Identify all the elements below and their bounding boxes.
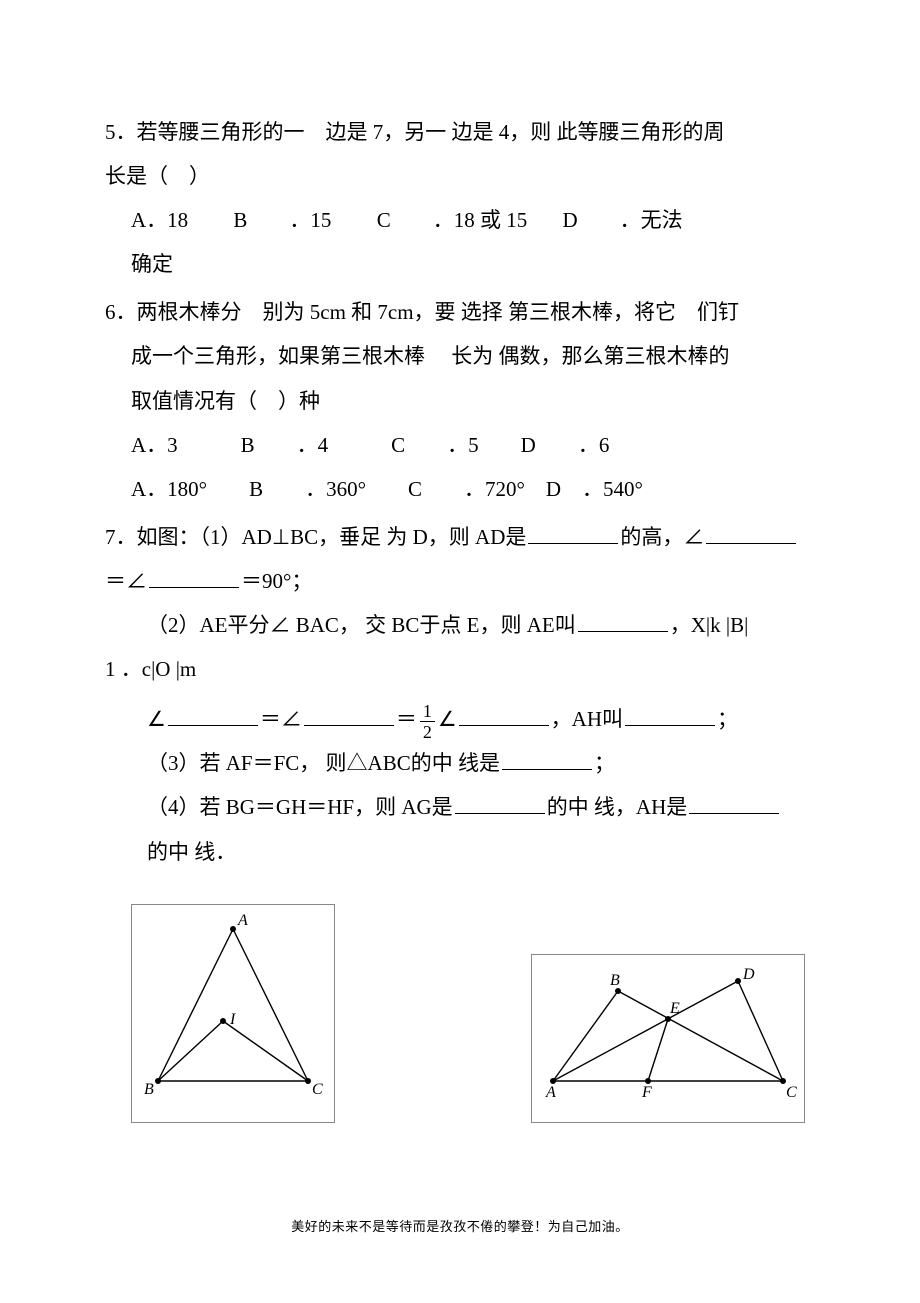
q7-line5: ∠＝∠＝12∠，AH叫； [105, 697, 815, 741]
q5-options: A．18 B ．15 C ．18 或 15 D ．无法 [105, 198, 815, 242]
fig1-label-b: B [144, 1081, 154, 1098]
fraction-half: 12 [420, 702, 435, 741]
figure-2: A B C D E F [531, 954, 805, 1123]
blank [706, 524, 796, 544]
q6-line2: 成一个三角形，如果第三根木棒 长为 偶数，那么第三根木棒的 [105, 334, 815, 378]
q7-line3: （2）AE平分∠ BAC， 交 BC于点 E，则 AE叫 ，X|k |B| [105, 603, 815, 647]
figures-row: A B C I [105, 904, 815, 1123]
q7-l5a: ∠ [147, 707, 166, 731]
frac-num: 1 [420, 702, 435, 722]
triangles-abcd: A B C D E F [538, 961, 798, 1101]
fig2-label-a: A [545, 1084, 556, 1101]
q7-line8: 的中 线． [105, 830, 815, 874]
q7-line7: （4）若 BG＝GH＝HF，则 AG是 的中 线，AH是 [105, 785, 815, 829]
q7-l7b: 的中 线，AH是 [547, 795, 688, 819]
q7-l6b: ； [594, 751, 615, 775]
q6-options-1: A．3 B ．4 C ．5 D ．6 [105, 423, 815, 467]
q5-stem-line1: 5．若等腰三角形的一 边是 7，另一 边是 4，则 此等腰三角形的周 [105, 110, 815, 154]
blank [578, 612, 668, 632]
fig1-label-c: C [312, 1081, 323, 1098]
blank [502, 750, 592, 770]
q7-l5c: ＝ [396, 707, 417, 731]
frac-den: 2 [420, 722, 435, 741]
q7-l1b: 的高，∠ [620, 525, 704, 549]
q5-opt-b: B ．15 [233, 208, 331, 232]
q5-opt-c: C ．18 或 15 [377, 208, 528, 232]
q7-l5f: ； [717, 707, 738, 731]
q7-l2a: ＝∠ [105, 569, 147, 593]
q5-opt-d-cont: 确定 [105, 242, 815, 286]
fig2-label-e: E [669, 1000, 680, 1017]
q7-l2b: ＝90°； [241, 569, 312, 593]
q7-l6a: （3）若 AF＝FC， 则△ABC的中 线是 [147, 751, 500, 775]
blank [625, 706, 715, 726]
q5-opt-d: D ．无法 [562, 208, 682, 232]
question-5: 5．若等腰三角形的一 边是 7，另一 边是 4，则 此等腰三角形的周 长是（ ）… [105, 110, 815, 286]
q7-line6: （3）若 AF＝FC， 则△ABC的中 线是 ； [105, 741, 815, 785]
q7-l5d: ∠ [438, 707, 457, 731]
blank [455, 795, 545, 815]
blank [689, 795, 779, 815]
fig2-label-c: C [786, 1084, 797, 1101]
q5-opt-a: A．18 [131, 208, 188, 232]
q7-line1: 7．如图：（1）AD⊥BC，垂足 为 D，则 AD是 的高，∠ [105, 515, 815, 559]
blank [528, 524, 618, 544]
q6-options-2: A．180° B ．360° C ．720° D ．540° [105, 467, 815, 511]
question-6: 6．两根木棒分 别为 5cm 和 7cm，要 选择 第三根木棒，将它 们钉 成一… [105, 290, 815, 510]
q7-l5e: ，AH叫 [551, 707, 623, 731]
fig2-label-b: B [610, 972, 620, 989]
q6-line3: 取值情况有（ ）种 [105, 379, 815, 423]
q7-l3a: （2）AE平分∠ BAC， 交 BC于点 E，则 AE叫 [147, 613, 576, 637]
question-7: 7．如图：（1）AD⊥BC，垂足 为 D，则 AD是的高，∠ ＝∠＝90°； （… [105, 515, 815, 874]
blank [168, 706, 258, 726]
q7-l7a: （4）若 BG＝GH＝HF，则 AG是 [147, 795, 453, 819]
q5-stem-line2: 长是（ ） [105, 154, 815, 198]
q7-line4: 1 ．c|O |m [105, 647, 815, 691]
fig2-label-f: F [641, 1084, 652, 1101]
fig1-label-a: A [237, 912, 248, 929]
blank [149, 568, 239, 588]
page-footer: 美好的未来不是等待而是孜孜不倦的攀登！为自己加油。 [105, 1213, 815, 1240]
q7-l3b: ，X|k |B| [670, 613, 749, 637]
blank [459, 706, 549, 726]
q6-line1: 6．两根木棒分 别为 5cm 和 7cm，要 选择 第三根木棒，将它 们钉 [105, 290, 815, 334]
q7-line2: ＝∠ ＝90°； [105, 559, 815, 603]
q7-l5b: ＝∠ [260, 707, 302, 731]
figure-1: A B C I [131, 904, 335, 1123]
fig2-label-d: D [742, 966, 755, 983]
q7-l1a: 7．如图：（1）AD⊥BC，垂足 为 D，则 AD是 [105, 525, 526, 549]
fig1-label-i: I [229, 1011, 236, 1028]
blank [304, 706, 394, 726]
triangle-abc-i: A B C I [138, 911, 328, 1101]
